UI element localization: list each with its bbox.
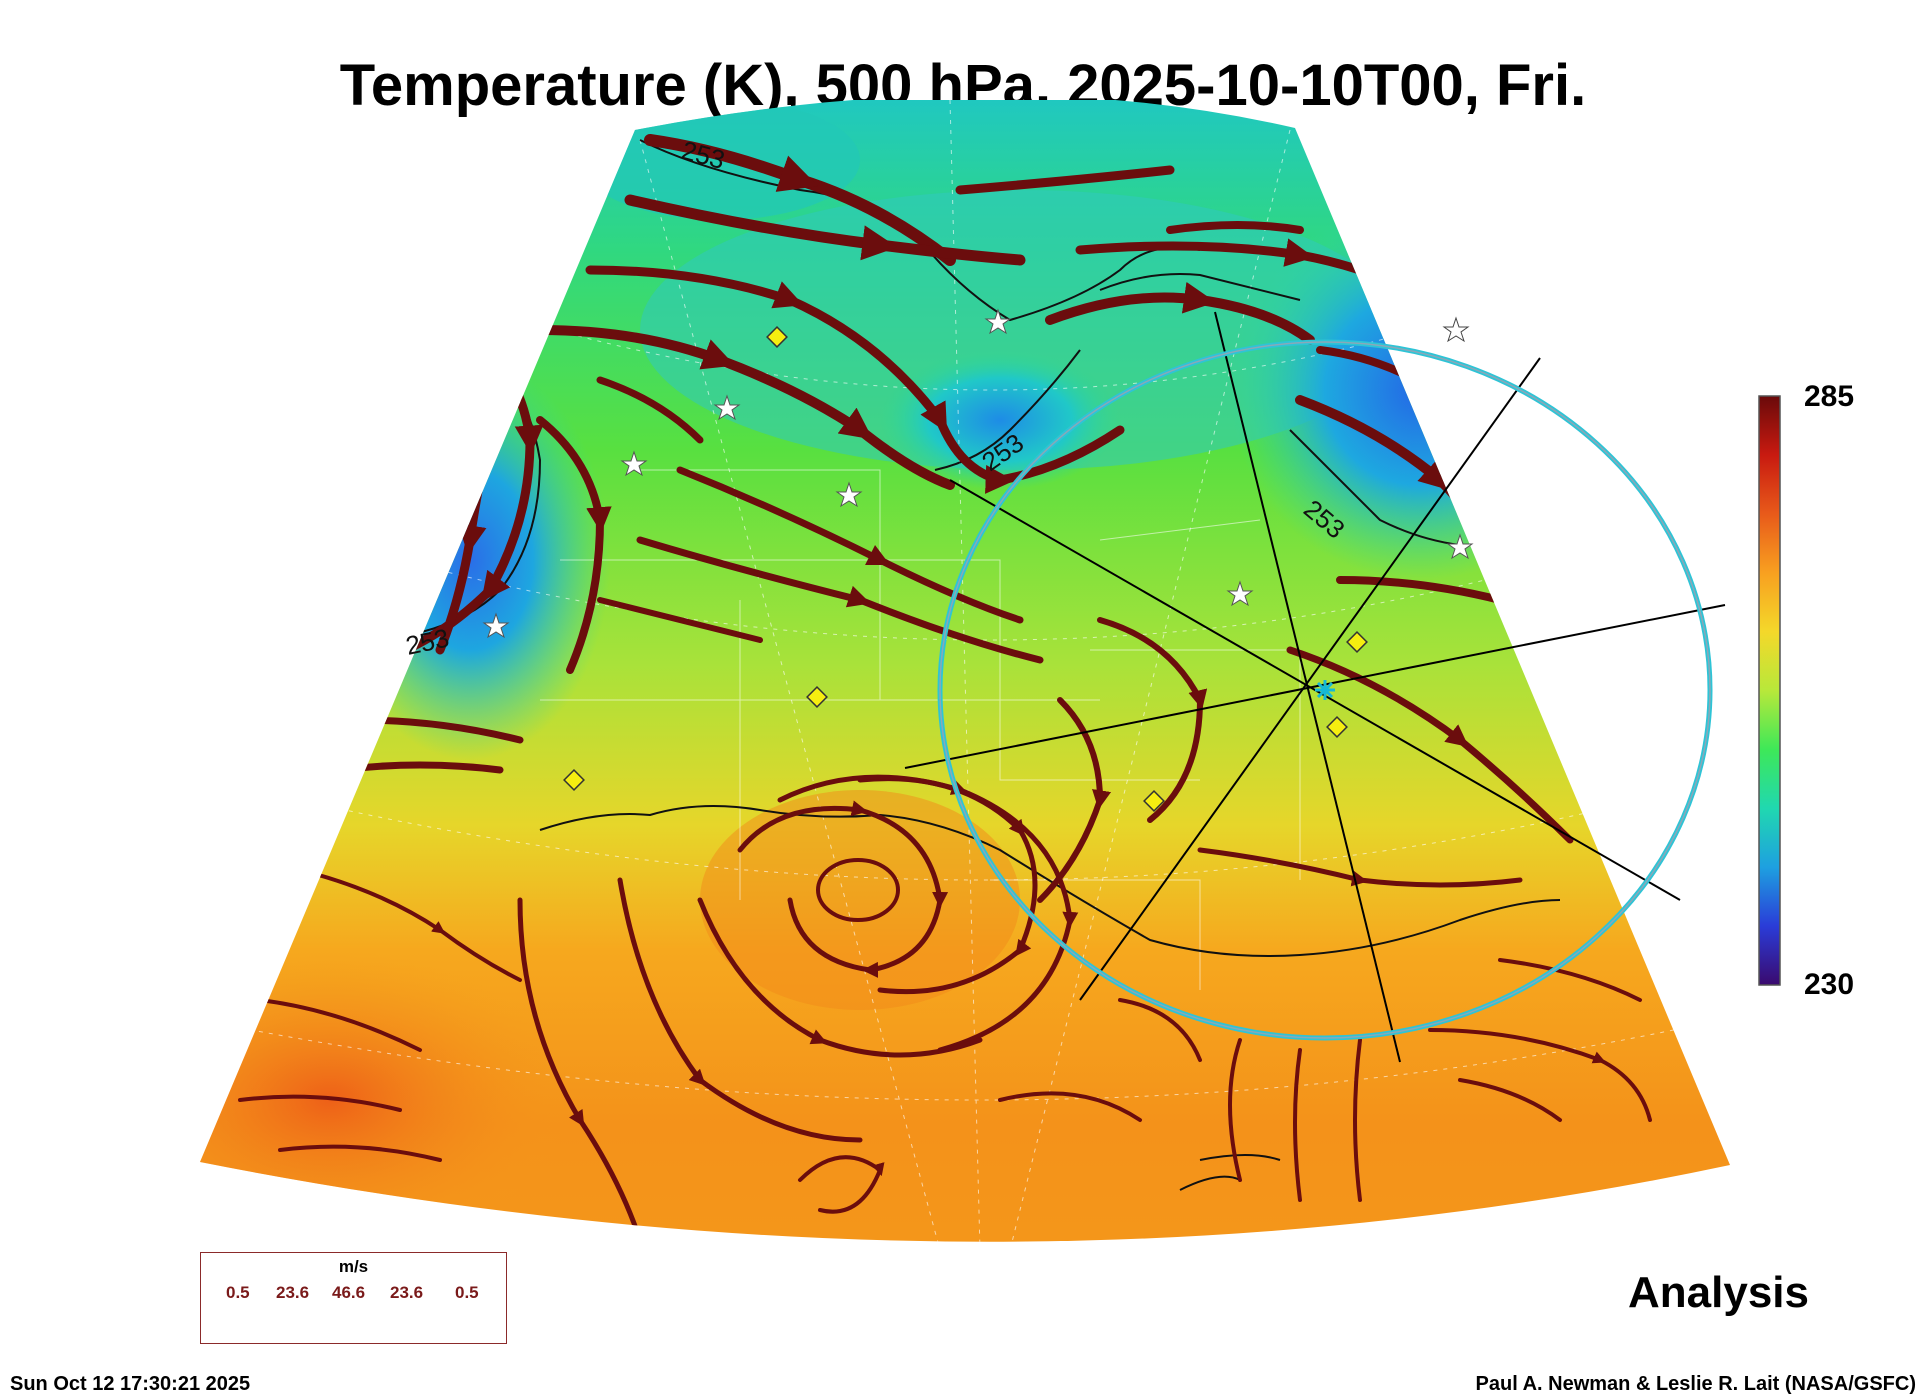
diamond-marker-icon [1143,790,1165,812]
footer-credit: Paul A. Newman & Leslie R. Lait (NASA/GS… [1475,1373,1916,1395]
star-marker-icon [1446,533,1474,560]
star-marker-icon [1226,580,1254,607]
star-marker-icon [984,308,1012,335]
site-markers [482,308,1474,639]
wind-legend-value: 0.5 [226,1283,250,1302]
colorbar-max-label: 285 [1804,380,1855,413]
star-marker-icon [835,481,863,508]
wind-legend: m/s 0.5 23.6 46.6 23.6 0.5 [200,1252,507,1344]
star-marker-icon [713,394,741,421]
star-marker-icon [620,450,648,477]
star-marker-icon [1442,316,1470,343]
wind-legend-value: 46.6 [332,1283,366,1302]
station-markers [563,326,1368,812]
map-area [200,99,1730,1242]
diamond-marker-icon [766,326,788,348]
footer-timestamp: Sun Oct 12 17:30:21 2025 [10,1373,251,1395]
star-marker-icon [482,612,510,639]
analysis-ring [937,339,1713,1041]
wind-legend-value: 23.6 [390,1283,424,1302]
wind-legend-unit: m/s [338,1257,369,1276]
wind-legend-value: 0.5 [455,1283,479,1302]
wind-legend-value: 23.6 [276,1283,310,1302]
diamond-marker-icon [563,769,585,791]
mode-label: Analysis [1628,1268,1809,1317]
diamond-marker-icon [1326,716,1348,738]
colorbar [1758,395,1781,986]
colorbar-min-label: 230 [1804,968,1855,1001]
diamond-marker-icon [806,686,828,708]
center-asterisk-icon [1315,680,1335,700]
diamond-marker-icon [1346,631,1368,653]
